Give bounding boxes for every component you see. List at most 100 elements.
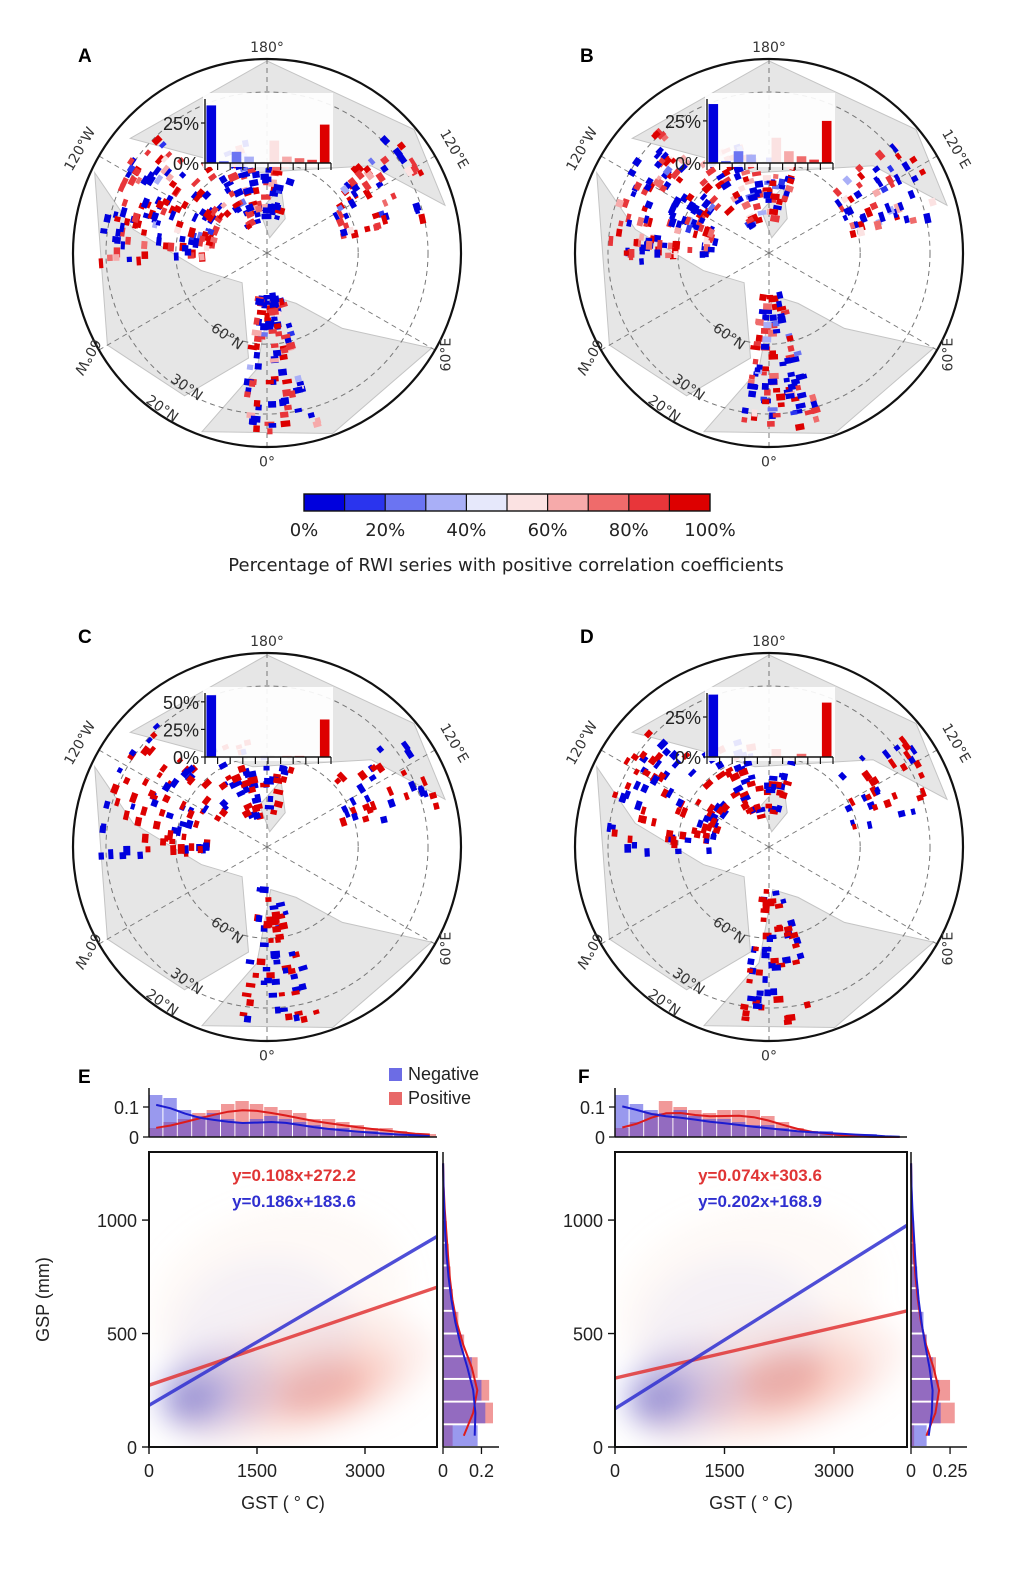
grid-cell <box>656 239 663 251</box>
colorbar-cell <box>304 494 345 511</box>
inset-bar <box>796 753 807 757</box>
grid-cell <box>663 157 673 167</box>
grid-cell <box>293 1014 300 1022</box>
grid-cell <box>288 390 296 399</box>
grid-cell <box>185 819 194 830</box>
top-hist-bar-positive <box>379 1128 393 1137</box>
fit-line-positive <box>149 1285 437 1387</box>
grid-cell <box>747 378 755 385</box>
grid-cell <box>428 791 438 800</box>
grid-cell <box>661 242 668 249</box>
grid-cell <box>286 341 296 351</box>
grid-cell <box>201 778 213 790</box>
grid-cell <box>752 202 762 211</box>
grid-cell <box>278 1007 288 1013</box>
grid-cell <box>784 184 794 193</box>
map-border <box>71 651 463 1043</box>
colorbar-cell <box>547 494 589 511</box>
grid-cell <box>741 1016 750 1022</box>
y-tick-label: 1000 <box>97 1211 137 1231</box>
grid-cell <box>252 972 260 979</box>
grid-cell <box>186 764 196 774</box>
grid-cell <box>244 772 251 779</box>
grid-cell <box>177 844 185 854</box>
grid-cell <box>267 795 274 803</box>
grid-cell <box>364 225 371 233</box>
grid-cell <box>699 251 706 258</box>
grid-cell <box>657 131 667 140</box>
main-plot-frame <box>148 1151 438 1448</box>
grid-cell <box>851 823 857 830</box>
colorbar-cell <box>588 494 630 511</box>
grid-cell <box>661 134 669 142</box>
grid-cell <box>745 216 755 225</box>
grid-cell <box>873 176 881 184</box>
grid-cell <box>923 212 932 224</box>
grid-cell <box>660 788 670 799</box>
grid-cell <box>903 215 910 224</box>
grid-cell <box>283 404 293 411</box>
fit-equation-negative: y=0.186x+183.6 <box>232 1192 356 1211</box>
grid-cell <box>871 188 882 198</box>
grid-cell <box>188 843 195 851</box>
grid-cell <box>712 237 719 247</box>
grid-cell <box>140 229 148 236</box>
grid-cell <box>771 964 782 971</box>
grid-cell <box>623 789 632 800</box>
inset-bar <box>821 702 832 757</box>
map-border <box>573 651 965 1043</box>
grid-cell <box>269 357 279 363</box>
grid-cell <box>242 785 251 794</box>
grid-cell <box>712 824 722 835</box>
grid-cell <box>909 155 918 164</box>
colorbar-tick-label: 100% <box>684 520 735 541</box>
right-hist-bar-negative <box>443 1311 457 1333</box>
map-label-lower_right: 60°E <box>438 338 454 372</box>
grid-cell <box>371 211 381 220</box>
grid-cell <box>668 217 677 228</box>
map-panel-c: C 180°0°120°W 120°E60°W 60°E60°N30°N20°N0%2… <box>61 627 471 1064</box>
grid-cell <box>141 833 149 844</box>
grid-cell <box>762 946 772 952</box>
y-tick-label: 0 <box>593 1438 603 1458</box>
grid-cell <box>907 189 916 200</box>
grid-cell <box>624 781 632 791</box>
inset-y-tick-label: 25% <box>665 708 701 728</box>
grid-cell <box>677 154 688 165</box>
grid-cell <box>271 911 281 917</box>
grid-cell <box>866 820 873 830</box>
grid-cell <box>123 217 131 226</box>
grid-cell <box>741 416 748 423</box>
grid-cell <box>740 801 750 811</box>
grid-cell <box>362 188 373 200</box>
grid-cell <box>869 201 879 211</box>
colorbar-tick-label: 0% <box>290 520 319 541</box>
grid-cell <box>761 371 767 376</box>
grid-cell <box>770 783 777 790</box>
grid-cell <box>160 838 167 846</box>
grid-cell <box>674 807 682 816</box>
grid-cell <box>699 178 709 187</box>
inset-background <box>705 687 835 761</box>
grid-cell <box>768 934 777 940</box>
colorbar-ticks: 0% 20% 40% 60% 80% 100% <box>290 494 736 541</box>
grid-cell <box>733 763 743 772</box>
map-label-lat20: 20°N <box>143 392 181 425</box>
grid-cell <box>767 378 778 385</box>
top-hist-bar-negative <box>702 1119 717 1137</box>
latitude-circle <box>175 755 359 939</box>
grid-cell <box>687 768 697 778</box>
grid-cell <box>170 845 177 856</box>
grid-cell <box>350 189 359 199</box>
grid-cell <box>740 169 751 176</box>
grid-cell <box>369 763 378 773</box>
grid-cell <box>246 999 255 1007</box>
grid-cell <box>633 181 643 191</box>
grid-cell <box>147 789 157 799</box>
grid-cell <box>707 246 715 253</box>
grid-cell <box>347 198 358 209</box>
landmass <box>94 764 250 991</box>
inset-bar <box>206 105 217 163</box>
grid-cell <box>192 237 200 249</box>
grid-cell <box>783 1019 793 1026</box>
